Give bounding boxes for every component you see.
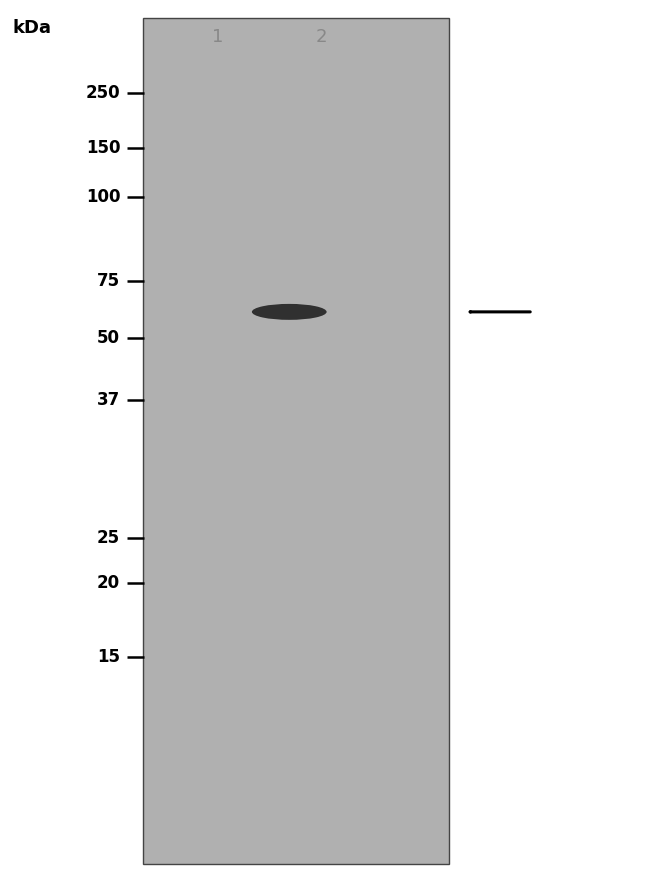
Text: 2: 2 [316, 28, 328, 46]
Text: 100: 100 [86, 188, 120, 206]
Text: 20: 20 [97, 574, 120, 592]
Bar [143, 18, 448, 864]
Text: 75: 75 [97, 272, 120, 290]
Text: 25: 25 [97, 529, 120, 547]
Text: kDa: kDa [13, 19, 52, 37]
Text: 50: 50 [98, 330, 120, 347]
Text: 250: 250 [86, 84, 120, 102]
Text: 150: 150 [86, 139, 120, 157]
Text: 1: 1 [212, 28, 224, 46]
Text: 37: 37 [97, 392, 120, 409]
Text: 15: 15 [98, 649, 120, 666]
Ellipse shape [252, 304, 326, 320]
